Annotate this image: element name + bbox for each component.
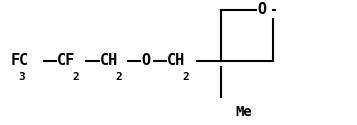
Text: F: F bbox=[11, 53, 20, 68]
Text: O: O bbox=[141, 53, 150, 68]
Text: O: O bbox=[257, 2, 267, 17]
Text: 2: 2 bbox=[183, 72, 190, 82]
Text: CF: CF bbox=[57, 53, 75, 68]
Text: 3: 3 bbox=[19, 72, 25, 82]
Text: 2: 2 bbox=[115, 72, 122, 82]
Text: C: C bbox=[19, 53, 27, 68]
Text: CH: CH bbox=[167, 53, 185, 68]
Text: CH: CH bbox=[100, 53, 118, 68]
Text: Me: Me bbox=[235, 105, 252, 119]
Text: 2: 2 bbox=[72, 72, 79, 82]
